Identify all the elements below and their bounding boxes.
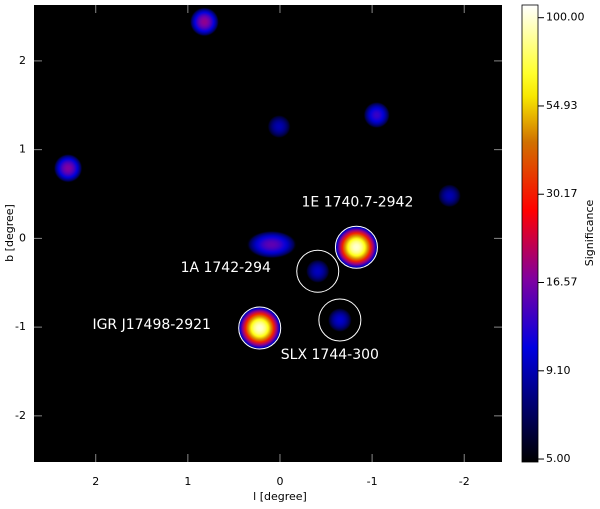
source-label: IGR J17498-2921 (92, 317, 211, 333)
colorbar-tick-label: 9.10 (546, 364, 571, 377)
y-axis-label: b [degree] (3, 204, 16, 262)
x-tick-label: 2 (92, 475, 99, 488)
source-label: 1E 1740.7-2942 (302, 194, 414, 210)
colorbar-tick-label: 30.17 (546, 187, 578, 200)
y-tick-label: 1 (19, 143, 26, 156)
x-tick-label: -2 (459, 475, 470, 488)
y-tick-label: -2 (15, 409, 26, 422)
source-blob (363, 101, 391, 129)
x-tick-label: 0 (276, 475, 283, 488)
source-blob (53, 153, 83, 183)
source-blob (305, 259, 330, 284)
source-blob (327, 307, 353, 333)
colorbar-tick-label: 100.00 (546, 11, 585, 24)
source-label: 1A 1742-294 (181, 260, 271, 276)
x-tick-label: -1 (367, 475, 378, 488)
y-tick-label: -1 (15, 320, 26, 333)
source-blob (189, 6, 220, 37)
x-tick-label: 1 (184, 475, 191, 488)
y-tick-label: 0 (19, 231, 26, 244)
x-axis-label: l [degree] (253, 490, 307, 503)
source-blob (237, 305, 283, 351)
source-label: SLX 1744-300 (281, 347, 379, 363)
source-blob (437, 184, 462, 208)
source-blob (267, 114, 291, 139)
colorbar-tick-label: 16.57 (546, 276, 578, 289)
source-blob (246, 230, 297, 259)
source-circle (318, 298, 362, 342)
source-circle (296, 249, 340, 293)
source-circle (334, 225, 378, 269)
source-blob (333, 224, 380, 270)
colorbar-title: Significance (583, 199, 596, 266)
source-circle (238, 306, 282, 350)
colorbar-tick-label: 54.93 (546, 99, 578, 112)
colorbar (521, 4, 539, 463)
y-tick-label: 2 (19, 54, 26, 67)
colorbar-tick-label: 5.00 (546, 452, 571, 465)
